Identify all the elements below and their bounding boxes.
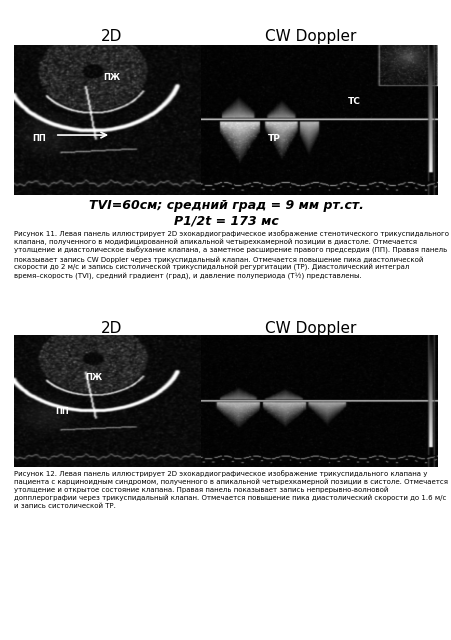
Text: TC: TC	[348, 97, 360, 106]
Text: TVI=60см; средний град = 9 мм рт.ст.: TVI=60см; средний град = 9 мм рт.ст.	[88, 199, 363, 212]
Text: CW Doppler: CW Doppler	[265, 29, 356, 44]
Text: ПП: ПП	[32, 134, 46, 143]
Text: CW Doppler: CW Doppler	[265, 321, 356, 336]
Text: Рисунок 12. Левая панель иллюстрирует 2D эхокардиографическое изображение трикус: Рисунок 12. Левая панель иллюстрирует 2D…	[14, 470, 446, 509]
Text: ПП: ПП	[55, 407, 69, 417]
Text: ПЖ: ПЖ	[103, 74, 120, 83]
Text: ТР: ТР	[267, 134, 280, 143]
Text: P1/2t = 173 мс: P1/2t = 173 мс	[173, 215, 278, 228]
Text: 2D: 2D	[101, 321, 122, 336]
Text: 2D: 2D	[101, 29, 122, 44]
Text: ПЖ: ПЖ	[85, 373, 102, 382]
Text: Рисунок 11. Левая панель иллюстрирует 2D эхокардиографическое изображение стенот: Рисунок 11. Левая панель иллюстрирует 2D…	[14, 230, 447, 280]
